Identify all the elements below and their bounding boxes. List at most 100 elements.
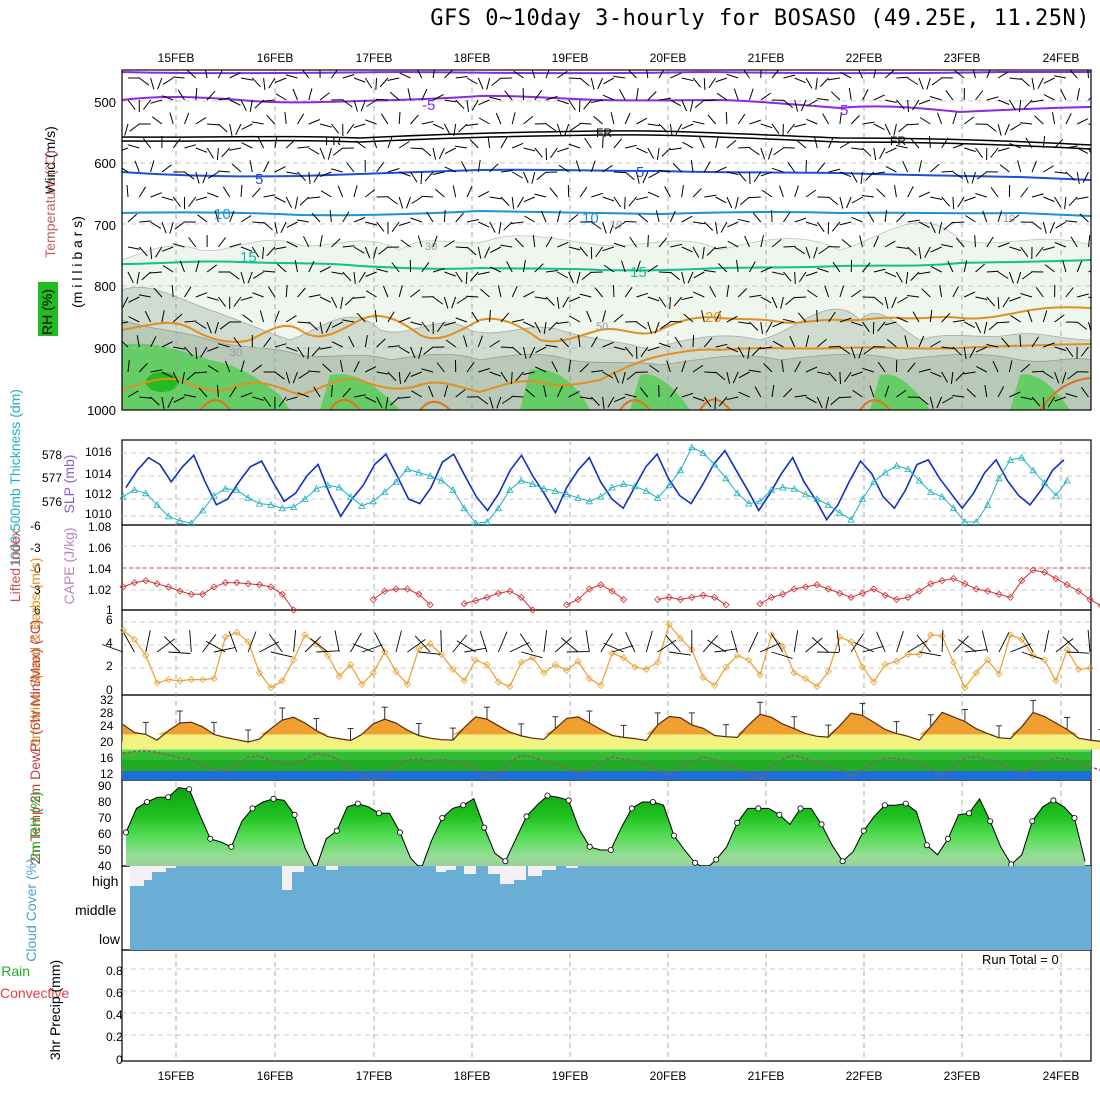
precip-ylabel-total: Total / Rain (0, 963, 30, 979)
wind-barb (865, 171, 875, 181)
wind-barb (1076, 171, 1080, 184)
lifted-index-point (119, 583, 127, 591)
wind-barb (285, 396, 298, 401)
wind-barb (863, 346, 875, 355)
wind-barb (460, 161, 468, 173)
wind-barb (988, 321, 999, 331)
wind-barb (452, 185, 457, 198)
wind-barb (543, 321, 547, 334)
wind-barb (938, 221, 943, 234)
thickness-point (870, 477, 878, 485)
wind-barb (436, 321, 445, 332)
wind-barb (161, 371, 173, 378)
wind-barb (1062, 260, 1067, 273)
wind-barb (646, 70, 649, 79)
wind10m-barb (543, 630, 548, 653)
wind-barb (274, 310, 280, 323)
wind-barb (752, 212, 762, 223)
isotherm-fr-2 (122, 134, 1091, 150)
wind-barb (466, 77, 478, 85)
wind10m-point (278, 677, 286, 685)
contour-label: 10 (214, 206, 231, 223)
lifted-index-line (122, 569, 1100, 611)
wind-barb (1076, 321, 1088, 330)
wind-barb (910, 271, 920, 281)
thickness-point (836, 508, 844, 516)
wind-barb (805, 77, 813, 89)
wind-barb (205, 70, 208, 79)
wind-barb (771, 238, 782, 248)
wind-barb (535, 346, 547, 354)
wind-barb (1088, 269, 1091, 273)
wind-barb (624, 286, 633, 298)
wind-barb (621, 260, 626, 273)
lifted-index-point (915, 587, 923, 595)
wind-barb (331, 321, 343, 328)
wind-barb (796, 140, 807, 149)
wind-barb (365, 119, 377, 125)
wind-barb (918, 99, 931, 105)
wind-barb (466, 185, 473, 198)
wind-barb (737, 288, 748, 298)
wind-barb (1016, 271, 1022, 284)
wind-barb (839, 285, 845, 298)
rh2m-tick: 60 (98, 827, 112, 841)
wind-barb (593, 115, 603, 125)
wind-barb (534, 296, 547, 300)
thickness-point (392, 477, 400, 485)
wind10m-point (927, 631, 935, 639)
lifted-index-point (802, 583, 810, 591)
thickness-point (301, 495, 309, 502)
wind-barb (331, 271, 344, 275)
wind-barb (794, 77, 806, 84)
wind-barb (173, 396, 185, 403)
wind-barb (910, 138, 920, 149)
wind-barb (274, 343, 287, 348)
wind-barb (569, 315, 581, 323)
wind10m-ylabel: 10m Wind Speed & Barbs (m/s) (27, 558, 43, 755)
wind-barb (687, 271, 694, 284)
date-label: 19FEB (552, 51, 589, 65)
rh2m-point (923, 842, 930, 849)
wind10m-point (711, 681, 719, 689)
wind-barb (840, 71, 852, 79)
wind-barb (658, 237, 668, 248)
wind-barb (618, 89, 626, 101)
wind-barb (897, 296, 908, 304)
wind-barb (410, 371, 422, 377)
wind-barb (398, 221, 411, 226)
cloud-high-gap (282, 866, 292, 890)
wind-barb (128, 296, 140, 303)
temp2m-bands (122, 699, 1100, 782)
wind-barb (478, 99, 490, 106)
wind-barb (511, 221, 524, 224)
lifted-index-point (369, 595, 377, 604)
wind-barb (297, 346, 305, 358)
cloud-cover-fill (130, 866, 1091, 950)
wind-barb (1065, 287, 1074, 298)
wind-barb (298, 371, 310, 379)
wind-barb (523, 290, 535, 298)
wind10m-barb (748, 631, 759, 653)
wind-barb (997, 123, 1002, 136)
cape-tick: 1.02 (88, 583, 112, 597)
wind-barb (471, 311, 479, 323)
wind-barb (1076, 147, 1089, 154)
wind-barb (873, 94, 885, 101)
wind10m-point (824, 668, 832, 676)
wind10m-barb (702, 635, 718, 653)
rh2m-point (186, 786, 193, 793)
thickness-point (460, 504, 468, 512)
wind10m-point (790, 669, 798, 677)
lifted-index-point (847, 593, 855, 601)
wind-barb (1087, 70, 1089, 79)
wind-barb (931, 77, 942, 86)
wind-barb (625, 144, 638, 149)
wind-barb (364, 189, 376, 198)
lifted-index-point (676, 595, 684, 604)
wind-barb (162, 77, 174, 85)
wind-barb (806, 99, 818, 107)
wind-barb (1037, 77, 1044, 89)
contour-label: 10 (1003, 213, 1015, 225)
wind-barb (378, 246, 389, 255)
